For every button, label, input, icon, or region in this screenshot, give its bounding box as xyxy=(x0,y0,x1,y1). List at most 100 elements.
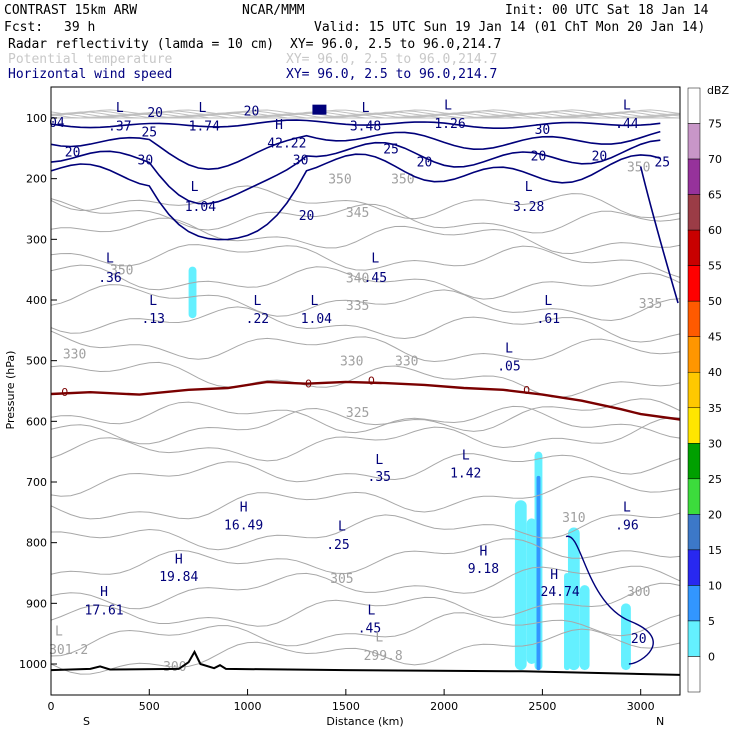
colorbar-label: 75 xyxy=(708,118,722,131)
theta-contour xyxy=(50,244,681,278)
wind-contour-label: 25 xyxy=(654,156,670,171)
wind-contour-label: 20 xyxy=(299,209,315,224)
field-reflectivity-xy: XY= 96.0, 2.5 to 96.0,214.7 xyxy=(290,37,501,52)
extrema-labels: L .37 L 1.74 H 42.22 L 3.48 L 1.26 L .44 L 1.04 L 3.28 L… xyxy=(49,99,639,664)
extremum-label: L xyxy=(367,603,375,618)
theta-contour xyxy=(50,284,681,322)
extremum-label: L xyxy=(198,101,206,116)
theta-contour-label: 335 xyxy=(639,297,662,312)
theta-contour xyxy=(50,565,681,610)
x-axis-label: Distance (km) xyxy=(326,715,403,728)
extremum-label: 1.04 xyxy=(301,312,332,327)
theta-contour-label: 330 xyxy=(340,355,363,370)
extremum-label: H xyxy=(275,118,283,133)
extremum-label: L xyxy=(149,294,157,309)
colorbar-unit: dBZ xyxy=(707,84,730,97)
colorbar-swatch xyxy=(687,514,701,551)
colorbar-label: 20 xyxy=(708,508,722,521)
theta-contour xyxy=(50,306,681,343)
wind-contour-label: 20 xyxy=(417,156,433,171)
y-tick-label: 600 xyxy=(26,415,47,428)
reflectivity-cell xyxy=(526,518,537,664)
wind-contour xyxy=(50,119,661,129)
colorbar-label: 65 xyxy=(708,189,722,202)
theta-contour-label: 330 xyxy=(395,355,418,370)
valid-time: Valid: 15 UTC Sun 19 Jan 14 (01 ChT Mon … xyxy=(314,20,705,35)
wind-contour-label: 20 xyxy=(244,105,260,120)
wind-contour-label: 30 xyxy=(535,123,551,138)
freezing-level-line xyxy=(50,380,681,421)
theta-extremum-label: L xyxy=(55,625,63,640)
x-end-left: S xyxy=(83,715,90,728)
reflectivity-cell xyxy=(514,500,527,671)
extremum-label: 16.49 xyxy=(224,518,263,533)
extremum-label: L xyxy=(462,449,470,464)
extremum-label: H xyxy=(100,585,108,600)
theta-contour xyxy=(50,361,681,398)
theta-extremum-label: 301.2 xyxy=(49,643,88,658)
header: CONTRAST 15km ARW NCAR/MMM Init: 00 UTC … xyxy=(4,3,709,82)
theta-contour xyxy=(50,398,681,445)
freezing-level: 0 0 0 0 xyxy=(50,375,681,421)
colorbar-swatch xyxy=(687,443,701,480)
y-tick-label: 500 xyxy=(26,355,47,368)
extremum-label: H xyxy=(240,500,248,515)
wind-contour-label: 30 xyxy=(293,153,309,168)
theta-contour xyxy=(50,538,681,575)
extremum-label: L xyxy=(444,99,452,114)
theta-contour xyxy=(50,185,681,220)
theta-contour-label: 330 xyxy=(63,347,86,362)
extremum-label: L xyxy=(505,341,513,356)
reflectivity-cell xyxy=(188,266,197,319)
wind-contour-label: 25 xyxy=(141,125,157,140)
extremum-label: L xyxy=(106,252,114,267)
colorbar-label: 30 xyxy=(708,437,722,450)
field-wind-name: Horizontal wind speed xyxy=(8,67,172,82)
colorbar-label: 50 xyxy=(708,295,722,308)
x-tick-label: 1500 xyxy=(332,700,360,713)
extremum-label: L xyxy=(253,294,261,309)
extremum-label: L xyxy=(310,294,318,309)
y-tick-label: 900 xyxy=(26,597,47,610)
extremum-label: .13 xyxy=(141,312,164,327)
theta-contour xyxy=(50,401,681,439)
colorbar-swatch xyxy=(687,87,701,124)
wind-contour xyxy=(50,130,661,171)
extremum-label: 17.61 xyxy=(85,603,124,618)
extremum-label: .05 xyxy=(497,360,520,375)
x-tick-label: 2000 xyxy=(430,700,458,713)
colorbar-label: 15 xyxy=(708,544,722,557)
extremum-label: .36 xyxy=(98,271,121,286)
field-wind-xy: XY= 96.0, 2.5 to 96.0,214.7 xyxy=(286,67,497,82)
theta-contour-label: 300 xyxy=(627,585,650,600)
x-axis: 0 500 1000 1500 2000 2500 3000 xyxy=(48,689,655,713)
y-tick-label: 1000 xyxy=(19,658,47,671)
wind-contour-label: 20 xyxy=(531,150,547,165)
colorbar-swatch xyxy=(687,656,701,693)
colorbar-label: 45 xyxy=(708,331,722,344)
wind-contour xyxy=(639,166,679,304)
field-reflectivity-name: Radar reflectivity (lamda = 10 cm) xyxy=(8,37,274,52)
theta-contour-label: 350 xyxy=(110,264,133,279)
x-tick-label: 500 xyxy=(139,700,160,713)
colorbar-label: 70 xyxy=(708,153,722,166)
extremum-label: 1.26 xyxy=(434,117,465,132)
x-tick-label: 0 xyxy=(48,700,55,713)
extremum-label: L xyxy=(191,180,199,195)
freezing-level-label: 0 xyxy=(523,384,530,397)
model-title: CONTRAST 15km ARW xyxy=(4,3,137,18)
wind-contour-label: 04 xyxy=(49,116,65,131)
colorbar-swatch xyxy=(687,336,701,373)
extremum-label: L xyxy=(525,180,533,195)
theta-contour xyxy=(50,612,681,657)
theta-contour-label: 350 xyxy=(391,173,414,188)
colorbar-swatch xyxy=(687,300,701,337)
extremum-label: L xyxy=(116,101,124,116)
org-label: NCAR/MMM xyxy=(242,3,305,18)
colorbar-label: 0 xyxy=(708,650,715,663)
theta-contours: 350 350 350 350 345 340 335 335 330 330 330 325 310 3… xyxy=(50,109,681,675)
reflectivity-cell xyxy=(536,475,541,671)
x-tick-label: 3000 xyxy=(627,700,655,713)
